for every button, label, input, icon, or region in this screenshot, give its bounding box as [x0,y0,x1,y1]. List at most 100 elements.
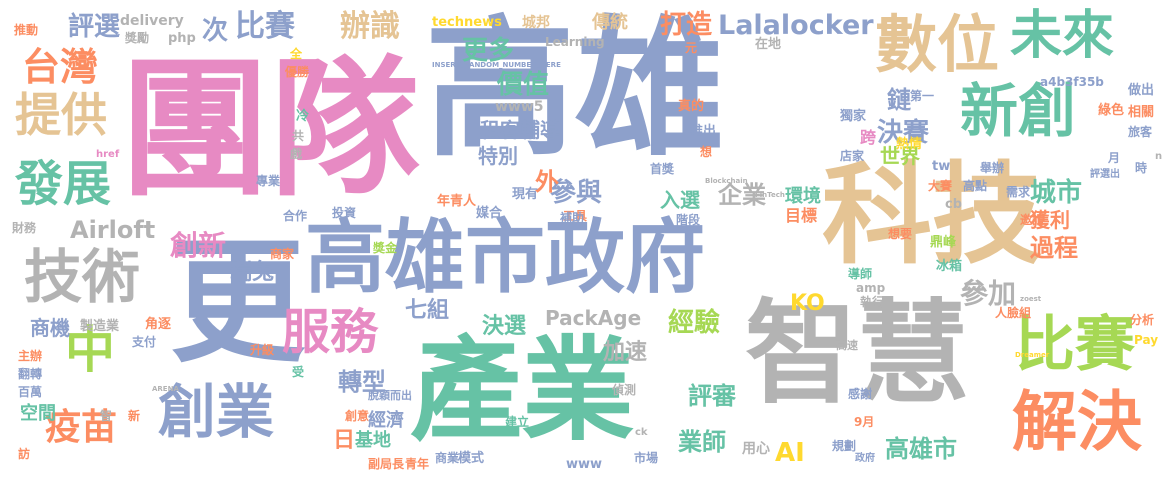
word-155: FinTech [755,191,785,199]
word-72: 全 [290,47,303,61]
word-110: 鼎峰 [930,235,957,250]
word-138: 製造業 [80,319,120,334]
word-98: 相關 [1128,105,1155,120]
word-89: 元 [685,41,698,55]
word-119: 高速 [836,339,858,352]
word-3: 智慧 [745,289,969,419]
word-14: 台灣 [22,45,99,89]
word-58: 經濟 [368,410,404,431]
word-59: 空間 [20,403,56,424]
word-142: 訪 [18,447,31,461]
word-157: Dreamer [1015,351,1050,359]
word-83: 工具 [563,209,588,223]
word-111: 冰箱 [936,259,963,274]
word-86: 真的 [678,99,705,114]
word-159: zoest [1020,295,1042,303]
word-26: 更多 [462,36,515,66]
word-36: 轉型 [338,368,386,396]
word-56: 日 [333,428,356,453]
word-130: 副局長 [368,457,405,471]
word-21: 比賽 [235,9,295,44]
word-93: 跨 [860,128,877,147]
word-141: 百萬 [18,385,43,399]
word-61: 環境 [785,186,821,207]
word-42: KO [790,291,825,316]
word-151: 評選出 [1090,169,1120,180]
word-45: 七組 [405,298,450,323]
word-123: 用心 [742,441,770,457]
word-75: 共 [292,129,305,143]
word-68: www5 [495,99,544,115]
word-77: 專業 [256,174,281,188]
word-88: 想 [700,145,713,159]
word-78: 合作 [283,209,308,223]
word-62: 目標 [785,206,818,225]
word-17: 服務 [282,304,379,360]
word-41: AI [775,438,805,468]
word-15: 提供 [15,88,107,142]
word-115: 執行 [860,295,885,309]
word-5: 更 [170,224,305,381]
word-22: 辦識 [340,9,400,44]
word-154: INSERT_RANDOM_NUMBER_HERE [432,61,561,69]
word-52: 輔導 [520,118,560,142]
word-106: 高點 [963,179,988,193]
word-81: 媒合 [476,206,503,221]
word-122: 規劃 [832,439,857,453]
word-11: 解決 [1012,385,1143,460]
word-51: 租客 [480,118,520,142]
word-49: 世界 [880,144,920,168]
word-136: 角逐 [145,317,172,332]
word-131: www [566,457,603,472]
word-8: 未來 [1010,6,1115,66]
word-120: 感謝 [848,387,873,401]
word-127: 模式 [458,451,485,466]
word-109: 邀請 [1020,213,1045,227]
word-76: 戲 [290,147,303,161]
word-39: 業師 [678,428,726,456]
word-146: 獎金 [373,241,398,255]
word-16: 發展 [15,156,112,212]
word-20: 次 [202,16,229,46]
word-148: 補助 [560,211,585,225]
word-134: 升級 [250,343,275,357]
word-118: Pay [1134,333,1159,347]
word-94: 第一 [910,89,935,103]
word-69: php [168,31,196,46]
word-43: PackAge [545,306,642,330]
word-19: 疫苗 [45,407,118,448]
word-55: 商機 [30,316,70,340]
word-48: 鏈 [887,86,911,114]
word-85: 首獎 [650,162,675,176]
word-46: 加速 [603,340,648,365]
word-128: 商業 [435,451,460,465]
word-54: 入選 [660,188,700,212]
word-34: 參與 [550,178,603,208]
word-13: 技術 [24,243,141,311]
word-143: 智 [100,409,113,423]
word-40: 高雄市 [885,435,957,463]
word-129: 青年 [405,457,430,471]
word-116: 人臉組 [995,306,1032,320]
word-23: 打造 [660,10,713,40]
word-96: 綠色 [1098,103,1125,118]
word-149: href [96,149,120,160]
word-10: 比賽 [1015,310,1135,380]
word-133: 脫穎而出 [368,389,412,402]
word-137: 支付 [132,335,157,349]
word-156: Blockchain [705,177,748,185]
word-44: 決選 [482,314,527,339]
word-2: 科技 [822,151,1042,279]
word-99: 旅客 [1128,125,1153,139]
word-0: 團隊 [120,43,421,217]
word-144: 新 [128,409,141,423]
word-97: 做出 [1128,83,1155,98]
word-104: 舉辦 [980,161,1005,175]
word-121: 9月 [854,415,875,429]
word-4: 產業 [410,326,634,456]
word-24: Lalalocker [718,10,874,41]
word-60: 獲利 [1030,208,1070,232]
word-92: 熱情 [896,137,923,152]
word-105: 大賽 [928,179,953,193]
